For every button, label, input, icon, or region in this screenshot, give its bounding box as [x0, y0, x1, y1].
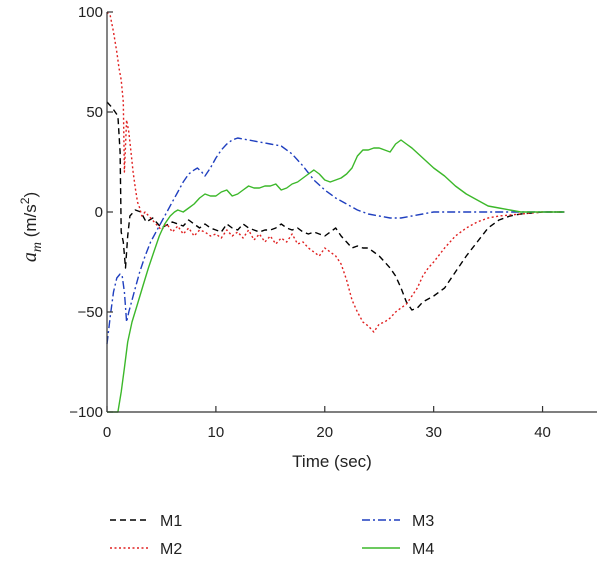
legend: M1 M2 M3 M4 — [110, 513, 434, 558]
x-tick-label: 0 — [103, 424, 111, 441]
y-axis-title-symbol: a — [19, 252, 41, 262]
series-line-m2 — [106, 11, 565, 333]
y-tick-label: −100 — [69, 404, 103, 421]
y-tick-label: 100 — [78, 4, 103, 21]
axes: 0 10 20 30 40 100 50 0 −50 −100 — [69, 4, 597, 441]
y-axis-title-unit: (m/s — [21, 204, 40, 242]
y-axis-title-unit-close: ) — [21, 192, 40, 198]
x-tick-label: 10 — [208, 424, 225, 441]
x-tick-label: 40 — [534, 424, 551, 441]
legend-label-m4: M4 — [412, 541, 434, 558]
y-tick-label: 0 — [95, 204, 103, 221]
y-axis-title-unit-exponent: 2 — [18, 197, 32, 204]
series-line-m4 — [107, 139, 565, 413]
y-tick-label: −50 — [78, 304, 103, 321]
y-axis-title: am (m/s2) — [18, 192, 45, 262]
x-tick-label: 20 — [316, 424, 333, 441]
y-axis-title-subscript: m — [30, 242, 45, 252]
legend-label-m2: M2 — [160, 541, 182, 558]
series-line-m3 — [106, 137, 565, 345]
x-axis-title: Time (sec) — [292, 452, 372, 471]
x-tick-label: 30 — [425, 424, 442, 441]
legend-label-m3: M3 — [412, 513, 434, 530]
legend-label-m1: M1 — [160, 513, 182, 530]
series-line-m1 — [106, 101, 565, 311]
plot-area — [106, 11, 565, 413]
y-tick-label: 50 — [86, 104, 103, 121]
